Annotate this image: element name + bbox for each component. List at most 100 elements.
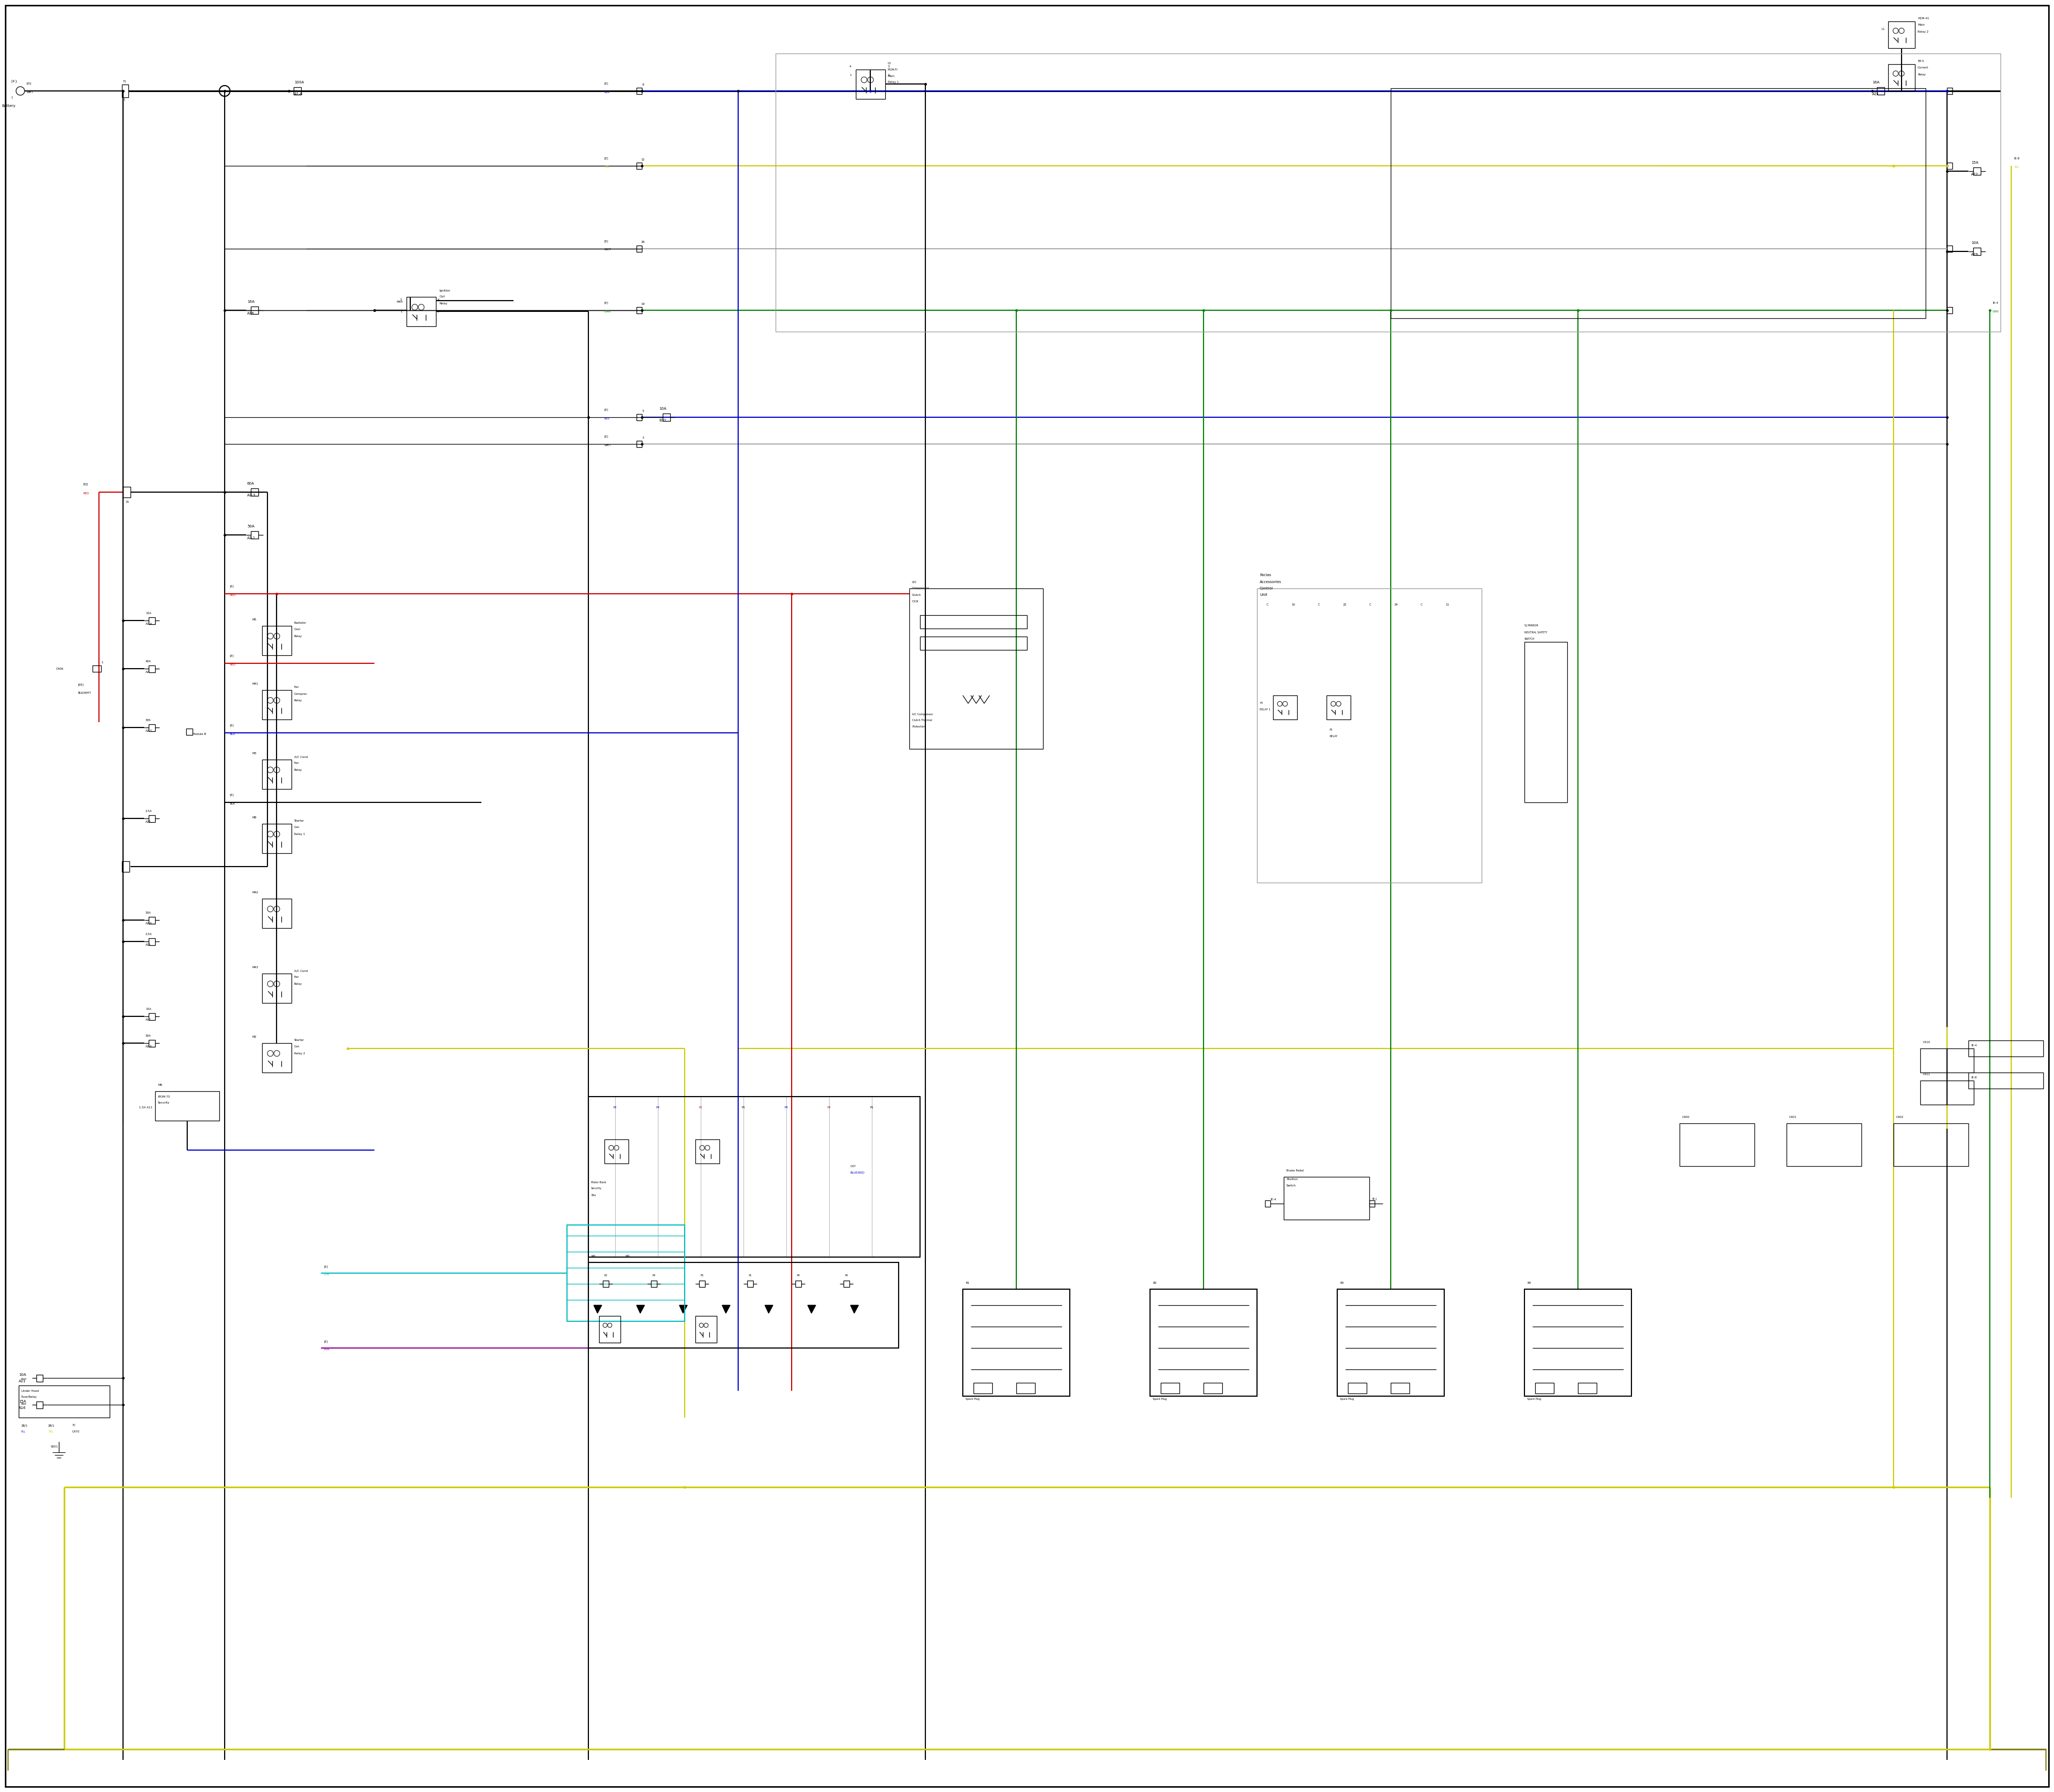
Bar [251, 489, 259, 496]
Polygon shape [594, 1305, 602, 1314]
Text: SWITCH: SWITCH [1524, 638, 1534, 640]
Text: A17: A17 [146, 1018, 152, 1021]
Text: IE-8: IE-8 [1972, 1077, 1976, 1079]
Text: B1: B1 [965, 1281, 969, 1285]
Text: A/C Cond: A/C Cond [294, 969, 308, 973]
Bar [263, 973, 292, 1004]
Text: C411: C411 [1923, 1073, 1931, 1075]
Text: A2-1: A2-1 [246, 536, 257, 539]
Text: IPOM-75: IPOM-75 [158, 1095, 170, 1098]
Bar [123, 487, 131, 498]
Bar [1370, 1201, 1374, 1206]
Text: IE-4: IE-4 [1992, 301, 1999, 305]
Text: 16A: 16A [1871, 81, 1879, 84]
Text: NEUTRAL SAFETY: NEUTRAL SAFETY [1524, 631, 1547, 634]
Text: 16A: 16A [246, 299, 255, 303]
Text: Spark Plug: Spark Plug [965, 1398, 980, 1400]
Text: RED: RED [230, 663, 236, 665]
Bar [844, 1281, 850, 1287]
Text: L1: L1 [1881, 29, 1886, 30]
Text: 100A: 100A [294, 81, 304, 84]
Text: (+): (+) [10, 79, 16, 82]
Bar [148, 815, 156, 823]
Bar [604, 1140, 629, 1163]
Bar [148, 616, 156, 624]
Text: C47: C47 [850, 1165, 857, 1167]
Text: 26: 26 [641, 240, 645, 244]
Text: 50A: 50A [246, 525, 255, 529]
Text: BLK/WHT: BLK/WHT [78, 692, 90, 694]
Text: F5: F5 [1329, 729, 1333, 731]
Bar [1257, 588, 1481, 883]
Text: Battery: Battery [2, 104, 14, 108]
Text: 30A: 30A [146, 912, 152, 914]
Text: [E]: [E] [604, 409, 608, 410]
Bar [263, 898, 292, 928]
Text: S001: S001 [51, 1446, 58, 1448]
Text: P4: P4 [785, 1106, 789, 1109]
Bar [37, 1374, 43, 1382]
Bar [1968, 1073, 2044, 1088]
Text: P4: P4 [655, 1106, 659, 1109]
Text: R.L: R.L [21, 1430, 27, 1434]
Text: A/C Cond: A/C Cond [294, 756, 308, 758]
Text: [E]: [E] [325, 1265, 329, 1269]
Text: IE-8: IE-8 [2013, 158, 2019, 159]
Text: 2B/1: 2B/1 [21, 1425, 29, 1426]
Text: YEL: YEL [2013, 165, 2019, 168]
Text: 15A: 15A [146, 611, 152, 615]
Text: Security: Security [592, 1188, 602, 1190]
Text: M8: M8 [253, 815, 257, 819]
Text: IE-4: IE-4 [1972, 1045, 1976, 1047]
Text: C410: C410 [1923, 1041, 1931, 1043]
Text: 2B/1: 2B/1 [47, 1425, 55, 1426]
Text: BLK: BLK [230, 803, 236, 805]
Bar [263, 625, 292, 656]
Bar [637, 414, 641, 421]
Text: Spark Plug: Spark Plug [1526, 1398, 1540, 1400]
Bar [651, 1281, 657, 1287]
Text: [E]: [E] [230, 794, 234, 796]
Bar [1947, 163, 1953, 168]
Bar [748, 1281, 754, 1287]
Text: Brake Pedal: Brake Pedal [1286, 1168, 1304, 1172]
Bar [637, 163, 641, 168]
Bar [637, 306, 641, 314]
Text: P5: P5 [700, 1274, 702, 1278]
Text: CYN: CYN [325, 1272, 329, 1276]
Text: Ignition: Ignition [440, 289, 450, 292]
Text: IE-4: IE-4 [1269, 1199, 1276, 1201]
Text: A2: A2 [146, 670, 150, 674]
Text: Radiator: Radiator [294, 622, 306, 625]
Text: [EI]: [EI] [27, 82, 31, 84]
Text: P4: P4 [651, 1274, 655, 1278]
Text: GRN: GRN [1992, 310, 1999, 312]
Text: [EE]: [EE] [78, 683, 84, 686]
Bar [263, 690, 292, 719]
Bar [1877, 88, 1884, 95]
Text: MG: MG [626, 1254, 631, 1258]
Bar [148, 724, 156, 731]
Text: 22: 22 [1343, 604, 1347, 606]
Bar [910, 588, 1043, 749]
Text: A25: A25 [146, 821, 152, 823]
Text: Main: Main [1918, 23, 1925, 27]
Text: Clutch Thermal: Clutch Thermal [912, 719, 933, 722]
Text: Switch: Switch [1286, 1185, 1296, 1188]
Text: C10t: C10t [912, 600, 918, 602]
Text: Relay: Relay [294, 982, 302, 986]
Text: Fan: Fan [294, 686, 300, 688]
Bar [567, 1226, 684, 1321]
Text: C406: C406 [55, 667, 64, 670]
Text: P4: P4 [844, 1274, 848, 1278]
Polygon shape [723, 1305, 729, 1314]
Bar [148, 665, 156, 672]
Text: A2-7: A2-7 [146, 729, 152, 733]
Text: B4: B4 [1526, 1281, 1530, 1285]
Text: 60A: 60A [246, 482, 255, 486]
Bar [148, 1039, 156, 1047]
Text: WHT: WHT [27, 91, 33, 93]
Bar [1524, 1288, 1631, 1396]
Text: Relay: Relay [294, 634, 302, 638]
Text: Relay 1: Relay 1 [294, 833, 306, 835]
